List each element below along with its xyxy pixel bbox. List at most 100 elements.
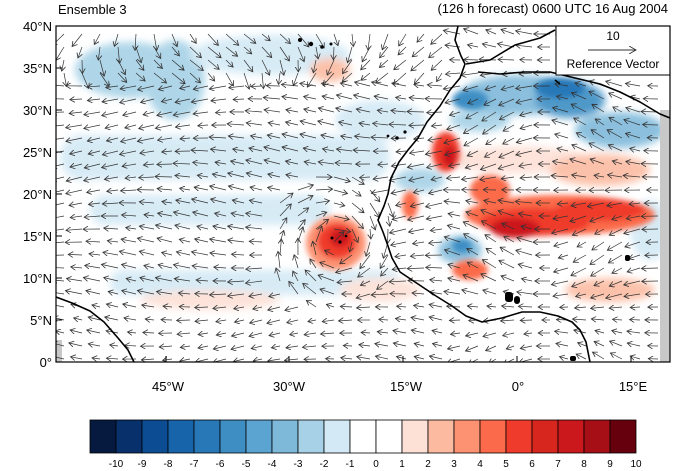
wind-vector-arrow [520, 177, 533, 178]
wind-vector-arrow [368, 33, 370, 50]
wind-vector-arrow [594, 280, 605, 286]
wind-vector-arrow [118, 46, 120, 63]
wind-vector-arrow [209, 86, 227, 89]
wind-vector-arrow [594, 342, 605, 347]
wind-vector-arrow [624, 120, 641, 126]
wind-vector-arrow [197, 175, 209, 177]
wind-vector-arrow [65, 291, 83, 294]
wind-vector-arrow [380, 254, 389, 268]
wind-vector-arrow [392, 268, 407, 270]
wind-vector-arrow [56, 84, 65, 87]
wind-vector-arrow [340, 306, 353, 307]
wind-vector-arrow [158, 86, 173, 90]
wind-vector-arrow [467, 306, 479, 307]
wind-vector-arrow [92, 358, 101, 359]
islands [298, 38, 630, 361]
wind-vector-arrow [174, 212, 191, 217]
wind-vector-arrow [228, 136, 245, 138]
wind-vector-arrow [609, 93, 623, 100]
wind-vector-arrow [92, 305, 101, 307]
wind-vector-arrow [318, 162, 335, 164]
wind-vector-arrow [194, 187, 209, 190]
wind-vector-arrow [518, 214, 533, 217]
wind-vector-arrow [122, 164, 137, 166]
wind-vector-arrow [335, 163, 353, 164]
wind-vector-arrow [506, 346, 515, 349]
wind-vector-arrow [137, 291, 155, 295]
wind-vector-arrow [139, 202, 155, 203]
wind-vector-arrow [608, 145, 623, 152]
wind-vector-arrow [294, 255, 298, 269]
wind-vector-arrow [56, 112, 65, 113]
wind-vector-arrow [369, 215, 375, 230]
wind-vector-arrow [72, 33, 83, 47]
wind-vector-arrow [482, 111, 497, 121]
wind-vector-arrow [610, 353, 623, 360]
wind-vector-arrow [556, 343, 569, 346]
wind-vector-arrow [502, 306, 515, 307]
wind-vector-arrow [297, 185, 313, 191]
colorbar-box [375, 419, 403, 454]
wind-vector-arrow [216, 320, 227, 322]
wind-vector-arrow [86, 241, 101, 242]
wind-vector-arrow [339, 320, 353, 321]
wind-vector-arrow [333, 216, 349, 220]
wind-vector-arrow [120, 98, 137, 103]
wind-vector-arrow [396, 203, 407, 206]
wind-vector-arrow [78, 46, 82, 58]
wind-vector-arrow [56, 137, 65, 140]
wind-vector-arrow [56, 33, 65, 46]
wind-vector-arrow [122, 264, 137, 268]
colorbar-box [557, 419, 585, 454]
wind-vector-arrow [609, 280, 623, 286]
wind-vector-arrow [612, 267, 623, 273]
wind-vector-arrow [102, 164, 119, 168]
wind-vector-arrow [609, 228, 623, 235]
wind-vector-arrow [391, 164, 407, 166]
colorbar-tick-label: 5 [503, 459, 509, 470]
wind-vector-arrow [56, 280, 65, 281]
wind-vector-arrow [157, 112, 173, 116]
wind-vector-arrow [519, 73, 533, 74]
wind-vector-arrow [268, 123, 281, 125]
wind-vector-arrow [225, 33, 239, 45]
wind-vector-arrow [447, 177, 461, 178]
wind-vector-arrow [287, 320, 299, 323]
colorbar-box [271, 419, 299, 454]
wind-vector-arrow [103, 252, 119, 255]
wind-vector-arrow [448, 346, 461, 349]
lon-label-15w: 15°W [390, 379, 423, 394]
wind-vector-arrow [177, 320, 191, 321]
wind-vector-arrow [173, 163, 191, 164]
wind-vector-arrow [425, 151, 443, 154]
wind-vector-arrow [449, 320, 461, 321]
wind-vector-arrow [429, 317, 443, 320]
wind-vector-arrow [553, 161, 569, 164]
wind-vector-arrow [174, 279, 191, 281]
wind-vector-arrow [380, 46, 389, 58]
wind-vector-arrow [389, 281, 407, 282]
wind-vector-arrow [360, 177, 371, 178]
wind-vector-arrow [175, 99, 191, 102]
wind-vector-arrow [140, 151, 155, 153]
wind-vector-arrow [574, 118, 587, 126]
wind-vector-arrow [243, 72, 249, 89]
wind-vector-arrow [321, 333, 335, 334]
wind-vector-arrow [626, 108, 641, 113]
wind-vector-arrow [411, 330, 425, 333]
wind-vector-arrow [351, 189, 361, 196]
wind-vector-arrow [426, 202, 443, 207]
wind-vector-arrow [228, 226, 245, 229]
wind-vector-arrow [433, 344, 443, 346]
wind-vector-arrow [281, 84, 299, 86]
wind-vector-arrow [414, 357, 425, 360]
wind-vector-arrow [643, 125, 659, 126]
wind-vector-arrow [591, 319, 605, 320]
wind-vector-arrow [304, 333, 317, 335]
wind-vector-arrow [86, 291, 101, 294]
wind-vector-arrow [322, 320, 335, 322]
wind-vector-arrow [121, 190, 137, 191]
wind-vector-arrow [466, 201, 479, 203]
wind-vector-arrow [56, 229, 65, 231]
wind-vector-arrow [375, 356, 389, 359]
